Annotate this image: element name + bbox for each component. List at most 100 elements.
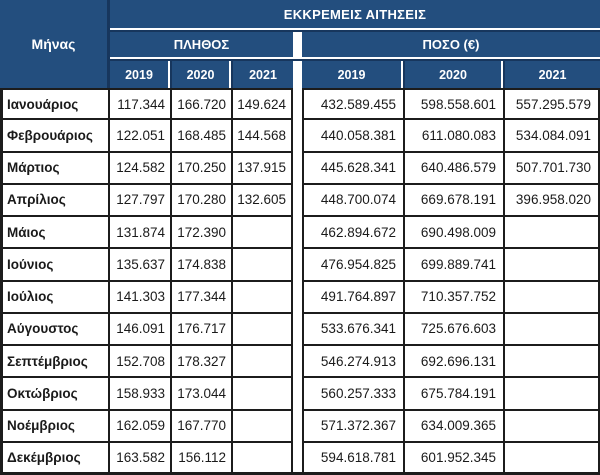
count-2020-cell: 168.485 [172,120,233,153]
count-2020-cell: 172.390 [172,217,233,250]
table-row: Μάρτιος 124.582 170.250 137.915 445.628.… [0,152,600,185]
count-2019-cell: 152.708 [110,346,172,379]
amount-2021-cell [505,442,600,475]
table-row: Ιούνιος 135.637 174.838 476.954.825 699.… [0,249,600,282]
count-2021-cell: 137.915 [233,152,293,185]
group-column-divider [293,88,302,121]
table-body: Ιανουάριος 117.344 166.720 149.624 432.5… [0,88,600,475]
amount-2021-cell [505,346,600,379]
count-2020-cell: 156.112 [172,442,233,475]
amount-2019-cell: 445.628.341 [302,152,405,185]
count-2019-cell: 141.303 [110,281,172,314]
header-row-divider [110,28,600,32]
amount-2020-cell: 601.952.345 [405,442,505,475]
table-row: Φεβρουάριος 122.051 168.485 144.568 440.… [0,120,600,153]
count-2020-cell: 174.838 [172,249,233,282]
month-cell: Σεπτέμβριος [0,346,110,379]
amount-2020-cell: 634.009.365 [405,410,505,443]
table-row: Ιούλιος 141.303 177.344 491.764.897 710.… [0,281,600,314]
table-row: Νοέμβριος 162.059 167.770 571.372.367 63… [0,410,600,443]
amount-2019-cell: 448.700.074 [302,184,405,217]
group-header-amount: ΠΟΣΟ (€) [302,32,600,57]
amount-2021-cell [505,281,600,314]
count-2021-cell [233,281,293,314]
count-2019-cell: 146.091 [110,313,172,346]
count-2021-cell [233,249,293,282]
year-header-count-2021: 2021 [233,61,293,88]
amount-2020-cell: 598.558.601 [405,88,505,121]
month-cell: Μάιος [0,217,110,250]
count-2019-cell: 124.582 [110,152,172,185]
amount-2021-cell [505,249,600,282]
count-2021-cell: 132.605 [233,184,293,217]
month-cell: Ιούλιος [0,281,110,314]
month-cell: Οκτώβριος [0,378,110,411]
count-2020-cell: 166.720 [172,88,233,121]
year-header-count-2019: 2019 [110,61,168,88]
year-header-count-2020: 2020 [172,61,229,88]
count-2020-cell: 173.044 [172,378,233,411]
year-header-row: 2019 2020 2021 2019 2020 2021 [110,61,600,88]
amount-2020-cell: 692.696.131 [405,346,505,379]
count-2019-cell: 122.051 [110,120,172,153]
amount-2021-cell: 507.701.730 [505,152,600,185]
amount-2021-cell [505,378,600,411]
count-2019-cell: 127.797 [110,184,172,217]
amount-2020-cell: 611.080.083 [405,120,505,153]
amount-2020-cell: 690.498.009 [405,217,505,250]
group-column-divider [293,184,302,217]
count-2020-cell: 176.717 [172,313,233,346]
table-row: Απρίλιος 127.797 170.280 132.605 448.700… [0,184,600,217]
amount-2020-cell: 699.889.741 [405,249,505,282]
count-2020-cell: 178.327 [172,346,233,379]
header-right-section: ΕΚΚΡΕΜΕΙΣ ΑΙΤΗΣΕΙΣ ΠΛΗΘΟΣ ΠΟΣΟ (€) 2019 … [110,0,600,88]
month-cell: Ιούνιος [0,249,110,282]
amount-2020-cell: 725.676.603 [405,313,505,346]
year-divider [501,61,505,88]
amount-2021-cell: 557.295.579 [505,88,600,121]
amount-2019-cell: 491.764.897 [302,281,405,314]
count-2020-cell: 170.250 [172,152,233,185]
amount-2020-cell: 675.784.191 [405,378,505,411]
amount-2020-cell: 669.678.191 [405,184,505,217]
year-header-amount-2021: 2021 [505,61,600,88]
amount-2019-cell: 533.676.341 [302,313,405,346]
count-2021-cell [233,346,293,379]
count-2020-cell: 167.770 [172,410,233,443]
amount-2019-cell: 462.894.672 [302,217,405,250]
amount-2020-cell: 710.357.752 [405,281,505,314]
table-title: ΕΚΚΡΕΜΕΙΣ ΑΙΤΗΣΕΙΣ [110,0,600,28]
count-2020-cell: 177.344 [172,281,233,314]
count-2019-cell: 158.933 [110,378,172,411]
group-header-row: ΠΛΗΘΟΣ ΠΟΣΟ (€) [110,32,600,57]
amount-2019-cell: 560.257.333 [302,378,405,411]
amount-2021-cell [505,217,600,250]
group-column-divider [293,313,302,346]
group-column-divider [293,410,302,443]
count-2021-cell: 149.624 [233,88,293,121]
month-cell: Ιανουάριος [0,88,110,121]
group-column-divider [293,442,302,475]
year-header-amount-2020: 2020 [405,61,501,88]
table-row: Μάιος 131.874 172.390 462.894.672 690.49… [0,217,600,250]
table-row: Αύγουστος 146.091 176.717 533.676.341 72… [0,313,600,346]
count-2019-cell: 163.582 [110,442,172,475]
count-2019-cell: 131.874 [110,217,172,250]
amount-2021-cell [505,410,600,443]
count-2021-cell: 144.568 [233,120,293,153]
amount-2019-cell: 594.618.781 [302,442,405,475]
month-cell: Δεκέμβριος [0,442,110,475]
table-row: Δεκέμβριος 163.582 156.112 594.618.781 6… [0,442,600,475]
count-2019-cell: 135.637 [110,249,172,282]
amount-2021-cell [505,313,600,346]
amount-2021-cell: 534.084.091 [505,120,600,153]
amount-2020-cell: 640.486.579 [405,152,505,185]
header-row-divider [110,57,600,61]
month-cell: Απρίλιος [0,184,110,217]
amount-2019-cell: 571.372.367 [302,410,405,443]
count-2021-cell [233,313,293,346]
amount-2019-cell: 440.058.381 [302,120,405,153]
table-row: Σεπτέμβριος 152.708 178.327 546.274.913 … [0,346,600,379]
table-row: Οκτώβριος 158.933 173.044 560.257.333 67… [0,378,600,411]
